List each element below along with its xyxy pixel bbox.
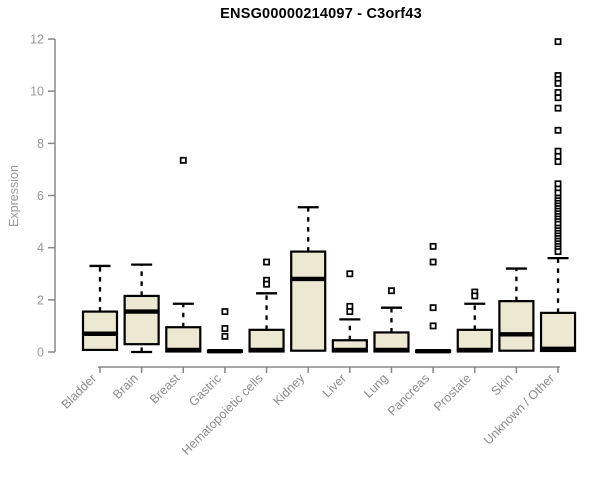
- box-brain: [123, 294, 160, 346]
- box-unknown-other: [539, 311, 577, 353]
- x-label-pancreas: Pancreas: [385, 371, 432, 418]
- x-label-bladder: Bladder: [59, 371, 99, 411]
- box-breast: [165, 326, 202, 353]
- outlier-point: [263, 258, 271, 266]
- x-label-brain: Brain: [110, 371, 141, 402]
- outlier-point: [429, 242, 437, 250]
- x-label-skin: Skin: [488, 371, 515, 398]
- x-label-hematopoietic-cells: Hematopoietic cells: [179, 371, 266, 458]
- outlier-point: [429, 322, 437, 330]
- outlier-point: [554, 79, 562, 87]
- x-label-kidney: Kidney: [270, 371, 307, 408]
- outlier-point: [221, 325, 229, 332]
- y-tick-label: 4: [37, 241, 44, 255]
- outlier-point: [471, 292, 479, 300]
- y-tick-label: 10: [30, 85, 44, 99]
- y-tick-label: 2: [37, 293, 44, 307]
- y-tick-label: 12: [30, 33, 44, 47]
- outlier-point: [429, 258, 437, 266]
- outlier-point: [346, 308, 354, 316]
- chart-title: ENSG00000214097 - C3orf43: [220, 6, 422, 22]
- outlier-point: [554, 104, 562, 112]
- outlier-point: [429, 304, 437, 312]
- y-tick-label: 0: [37, 346, 44, 360]
- box-skin: [498, 300, 535, 352]
- box-kidney: [290, 250, 327, 352]
- outlier-point: [179, 156, 187, 164]
- x-label-gastric: Gastric: [186, 371, 224, 409]
- outlier-point: [263, 280, 271, 288]
- x-label-unknown-other: Unknown / Other: [481, 371, 557, 447]
- outlier-point: [221, 308, 229, 316]
- y-tick-label: 8: [37, 137, 44, 151]
- outlier-point: [554, 126, 562, 134]
- x-label-lung: Lung: [361, 371, 391, 401]
- box-bladder: [81, 310, 119, 352]
- outlier-point: [221, 332, 229, 340]
- outlier-point: [346, 270, 354, 278]
- outlier-point: [554, 94, 562, 102]
- x-label-liver: Liver: [320, 371, 349, 400]
- outlier-point: [388, 287, 395, 295]
- x-label-prostate: Prostate: [431, 371, 474, 414]
- outlier-point: [554, 38, 562, 46]
- outlier-point: [554, 158, 562, 166]
- outlier-point: [554, 248, 562, 256]
- x-label-breast: Breast: [147, 371, 183, 407]
- y-tick-label: 6: [37, 189, 44, 203]
